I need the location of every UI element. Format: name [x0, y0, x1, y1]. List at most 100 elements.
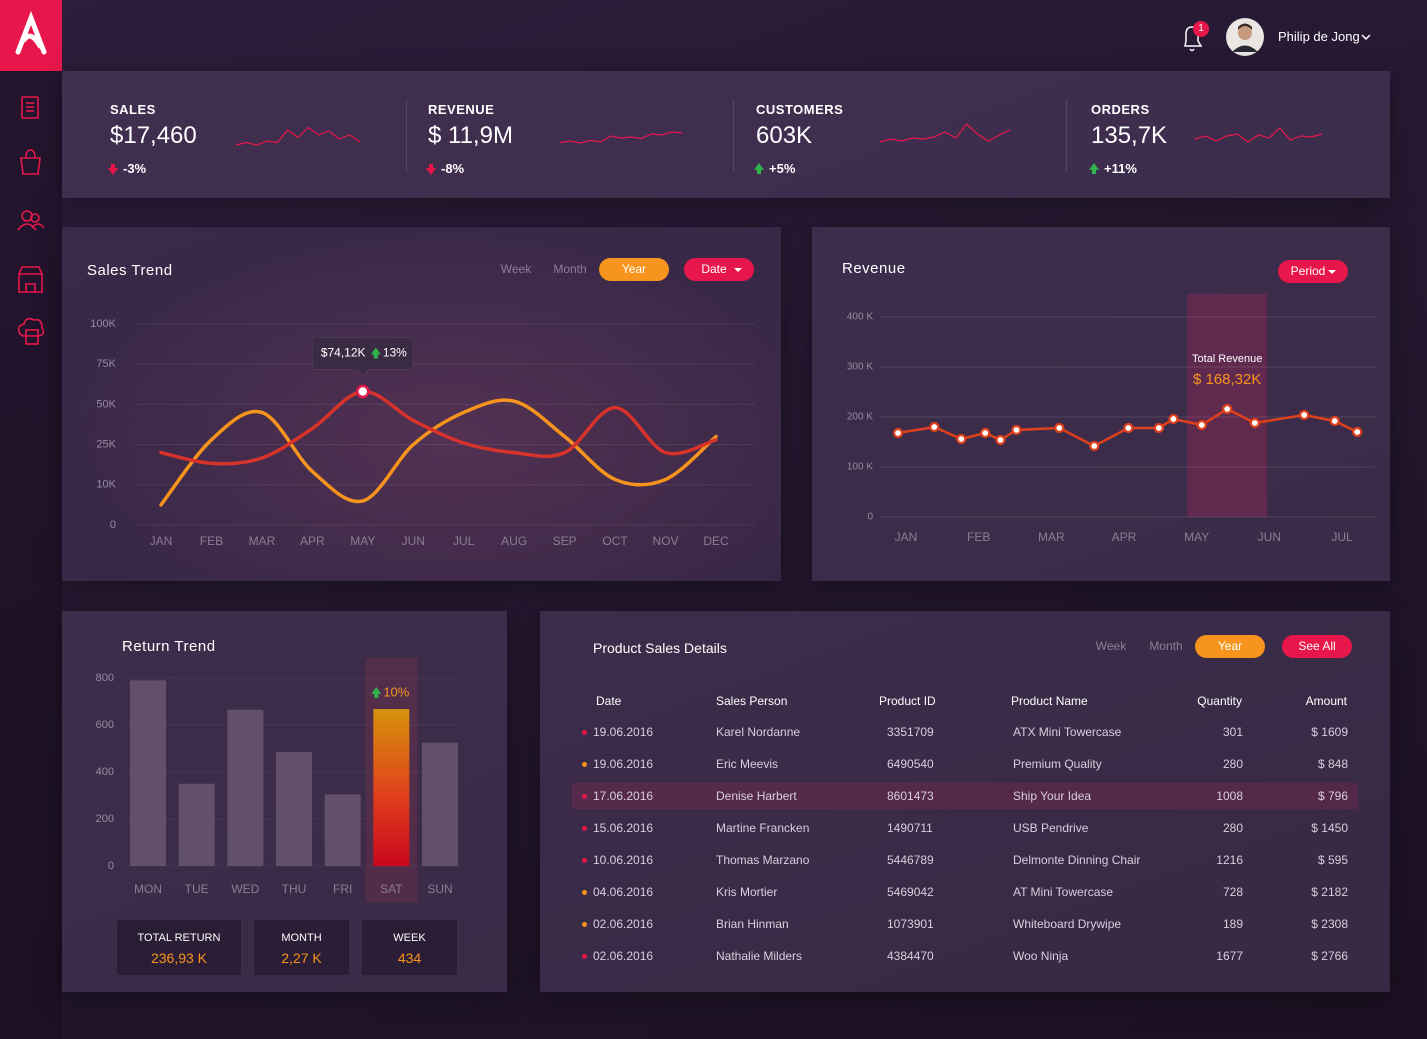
table-cell: 1677	[1216, 949, 1243, 963]
sidebar-icons[interactable]	[14, 92, 48, 354]
filter-active[interactable]: Year	[599, 258, 669, 281]
x-tick-label: JAN	[150, 534, 173, 548]
y-tick-label: 200 K	[847, 412, 873, 423]
revenue-panel	[812, 227, 1390, 581]
kpi-label: ORDERS	[1091, 102, 1150, 117]
column-header: Product Name	[1011, 694, 1088, 708]
status-dot	[582, 858, 587, 863]
x-tick-label: WED	[231, 882, 259, 896]
chart-title: Revenue	[842, 260, 906, 277]
sidebar	[0, 0, 62, 1039]
column-header: Amount	[1305, 694, 1347, 708]
divider	[406, 100, 407, 172]
filter[interactable]: Month	[1149, 639, 1183, 653]
table-cell: $ 2308	[1311, 917, 1348, 931]
bar	[130, 680, 166, 866]
y-tick-label: 0	[110, 519, 116, 531]
stat-box	[254, 920, 349, 975]
kpi-label: REVENUE	[428, 102, 495, 117]
x-tick-label: THU	[282, 882, 307, 896]
table-cell: 02.06.2016	[593, 949, 654, 963]
revenue-point	[995, 434, 1006, 446]
table-cell: $ 1450	[1311, 821, 1348, 835]
kpi-value: $17,460	[110, 122, 197, 149]
column-header: Sales Person	[716, 694, 788, 708]
table-cell: 189	[1222, 917, 1243, 931]
kpi-change: -3%	[123, 161, 147, 176]
revenue-point	[980, 427, 991, 439]
table-cell: Delmonte Dinning Chair	[1013, 853, 1141, 867]
revenue-point	[1299, 409, 1310, 421]
filter-active[interactable]: Year	[1195, 635, 1265, 658]
revenue-point	[929, 421, 940, 433]
product-sales-panel	[540, 611, 1390, 992]
y-tick-label: 100K	[90, 318, 116, 330]
annotation-value: $ 168,32K	[1193, 371, 1261, 388]
table-cell: Denise Harbert	[716, 789, 797, 803]
status-dot	[582, 762, 587, 767]
filter[interactable]: Month	[553, 262, 587, 276]
revenue-point	[1089, 440, 1100, 452]
table-cell: 5446789	[887, 853, 934, 867]
x-tick-label: MAY	[1184, 530, 1209, 544]
table-cell: 5469042	[887, 885, 934, 899]
y-tick-label: 300 K	[847, 362, 873, 373]
highlight-point	[356, 384, 370, 399]
stat-box	[117, 920, 241, 975]
change-arrow	[370, 347, 381, 359]
table-cell: Karel Nordanne	[716, 725, 801, 739]
table-cell: 6490540	[887, 757, 934, 771]
revenue-point	[892, 427, 904, 439]
annotation-title: Total Revenue	[1192, 353, 1262, 365]
table-cell: Thomas Marzano	[716, 853, 810, 867]
revenue-point	[1222, 403, 1233, 415]
kpi-label: SALES	[110, 102, 156, 117]
table-cell: 280	[1222, 757, 1243, 771]
sales-trend-panel	[62, 227, 781, 581]
bar	[422, 742, 458, 866]
period-button[interactable]: Period	[1278, 260, 1348, 283]
see-all-button[interactable]: See All	[1282, 635, 1352, 658]
avatar[interactable]	[1225, 17, 1265, 57]
date-button[interactable]: Date	[684, 258, 754, 281]
user-menu-caret[interactable]	[1360, 31, 1372, 43]
user-name[interactable]: Philip de Jong	[1278, 29, 1360, 44]
x-tick-label: JUL	[1331, 530, 1353, 544]
status-dot	[582, 890, 587, 895]
x-tick-label: JAN	[895, 530, 918, 544]
filter[interactable]: Week	[1095, 639, 1127, 653]
table-cell: Nathalie Milders	[716, 949, 803, 963]
kpi-value: 603K	[756, 122, 813, 149]
bar	[373, 709, 410, 866]
logo[interactable]	[0, 0, 62, 71]
y-tick-label: 200	[96, 813, 114, 825]
table-cell: 10.06.2016	[593, 853, 654, 867]
notifications[interactable]	[1176, 20, 1216, 56]
table-cell: AT Mini Towercase	[1013, 885, 1114, 899]
x-tick-label: NOV	[653, 534, 679, 548]
stat-label: TOTAL RETURN	[137, 932, 221, 944]
x-tick-label: JUN	[402, 534, 425, 548]
row-highlight	[572, 783, 1358, 809]
y-tick-label: 400	[96, 766, 114, 778]
sparkline	[559, 131, 683, 144]
notification-count: 1	[1198, 23, 1204, 34]
change-arrow	[371, 687, 382, 699]
filter[interactable]: Week	[500, 262, 532, 276]
table-cell: 4384470	[887, 949, 934, 963]
x-tick-label: SEP	[553, 534, 577, 548]
column-header: Date	[596, 694, 622, 708]
x-tick-label: TUE	[185, 882, 209, 896]
x-tick-label: MON	[134, 882, 162, 896]
table-cell: $ 848	[1317, 757, 1348, 771]
revenue-point	[1054, 422, 1065, 434]
x-tick-label: FEB	[967, 530, 990, 544]
x-tick-label: MAR	[1038, 530, 1065, 544]
stat-value: 2,27 K	[281, 950, 322, 966]
status-dot	[582, 954, 587, 959]
table-cell: 1008	[1216, 789, 1243, 803]
table-cell: $ 796	[1317, 789, 1348, 803]
table-cell: 15.06.2016	[593, 821, 654, 835]
